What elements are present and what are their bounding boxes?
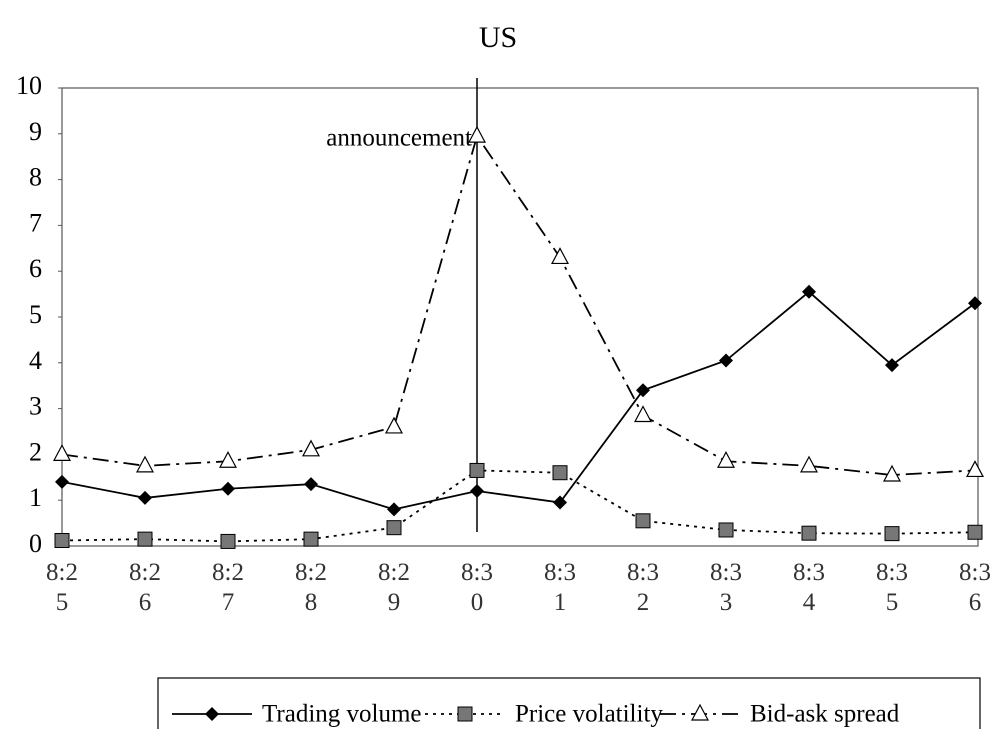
point: [386, 520, 402, 536]
point: [385, 416, 403, 434]
annotation: announcement: [326, 125, 472, 152]
point: [718, 522, 734, 538]
point: [552, 465, 568, 481]
x-tick-label: 8:33: [710, 559, 742, 616]
legend-label: Bid-ask spread: [750, 701, 900, 728]
y-tick-label: 7: [29, 208, 42, 237]
point: [220, 533, 236, 549]
x-tick-label: 8:30: [461, 559, 493, 616]
x-tick-label: 8:25: [46, 559, 78, 616]
y-tick-label: 8: [29, 163, 42, 192]
x-tick-label: 8:35: [876, 559, 908, 616]
point: [138, 490, 152, 505]
point: [967, 524, 983, 540]
x-tick-label: 8:26: [129, 559, 161, 616]
point: [55, 474, 69, 489]
point: [636, 383, 650, 398]
point: [53, 444, 71, 461]
point: [802, 284, 816, 299]
point: [302, 439, 320, 457]
point: [634, 405, 652, 423]
y-tick-label: 10: [16, 71, 42, 100]
y-tick-label: 4: [29, 346, 42, 375]
point: [303, 531, 319, 547]
point: [470, 484, 484, 499]
point: [136, 455, 154, 473]
point: [717, 450, 735, 468]
legend-box: [157, 677, 981, 729]
series-line: [61, 290, 976, 511]
point: [469, 462, 485, 478]
x-tick-label: 8:27: [212, 559, 244, 616]
chart-title: US: [479, 21, 517, 54]
y-tick-label: 6: [29, 254, 42, 283]
point: [883, 464, 901, 482]
legend-marker: [205, 707, 219, 721]
point: [219, 450, 237, 468]
point: [468, 125, 486, 143]
x-tick-label: 8:31: [544, 559, 576, 616]
x-tick-label: 8:28: [295, 559, 327, 616]
point: [221, 481, 235, 496]
x-tick-label: 8:36: [959, 559, 991, 616]
x-tick-label: 8:34: [793, 559, 825, 616]
point: [968, 296, 982, 311]
x-tick-label: 8:29: [378, 559, 410, 616]
point: [553, 495, 567, 510]
legend-label: Price volatility: [515, 701, 663, 728]
point: [635, 513, 651, 529]
point: [54, 533, 70, 549]
y-tick-label: 5: [29, 300, 42, 329]
point: [550, 247, 570, 265]
plot-frame: [61, 87, 979, 547]
series-line: [61, 133, 976, 476]
point: [137, 531, 153, 547]
x-tick-label: 8:32: [627, 559, 659, 616]
point: [884, 526, 900, 542]
y-tick-label: 0: [29, 529, 42, 558]
series-line: [61, 469, 976, 543]
point: [966, 460, 984, 478]
point: [800, 455, 818, 473]
point: [801, 525, 817, 541]
legend-marker: [457, 706, 473, 722]
y-tick-label: 3: [29, 392, 42, 421]
legend-label: Trading volume: [262, 701, 422, 728]
y-tick-label: 9: [29, 117, 42, 146]
point: [387, 502, 401, 517]
y-tick-label: 2: [29, 437, 42, 466]
legend-marker: [691, 703, 709, 721]
point: [719, 353, 733, 368]
point: [304, 477, 318, 492]
point: [885, 358, 899, 373]
y-tick-label: 1: [29, 483, 42, 512]
